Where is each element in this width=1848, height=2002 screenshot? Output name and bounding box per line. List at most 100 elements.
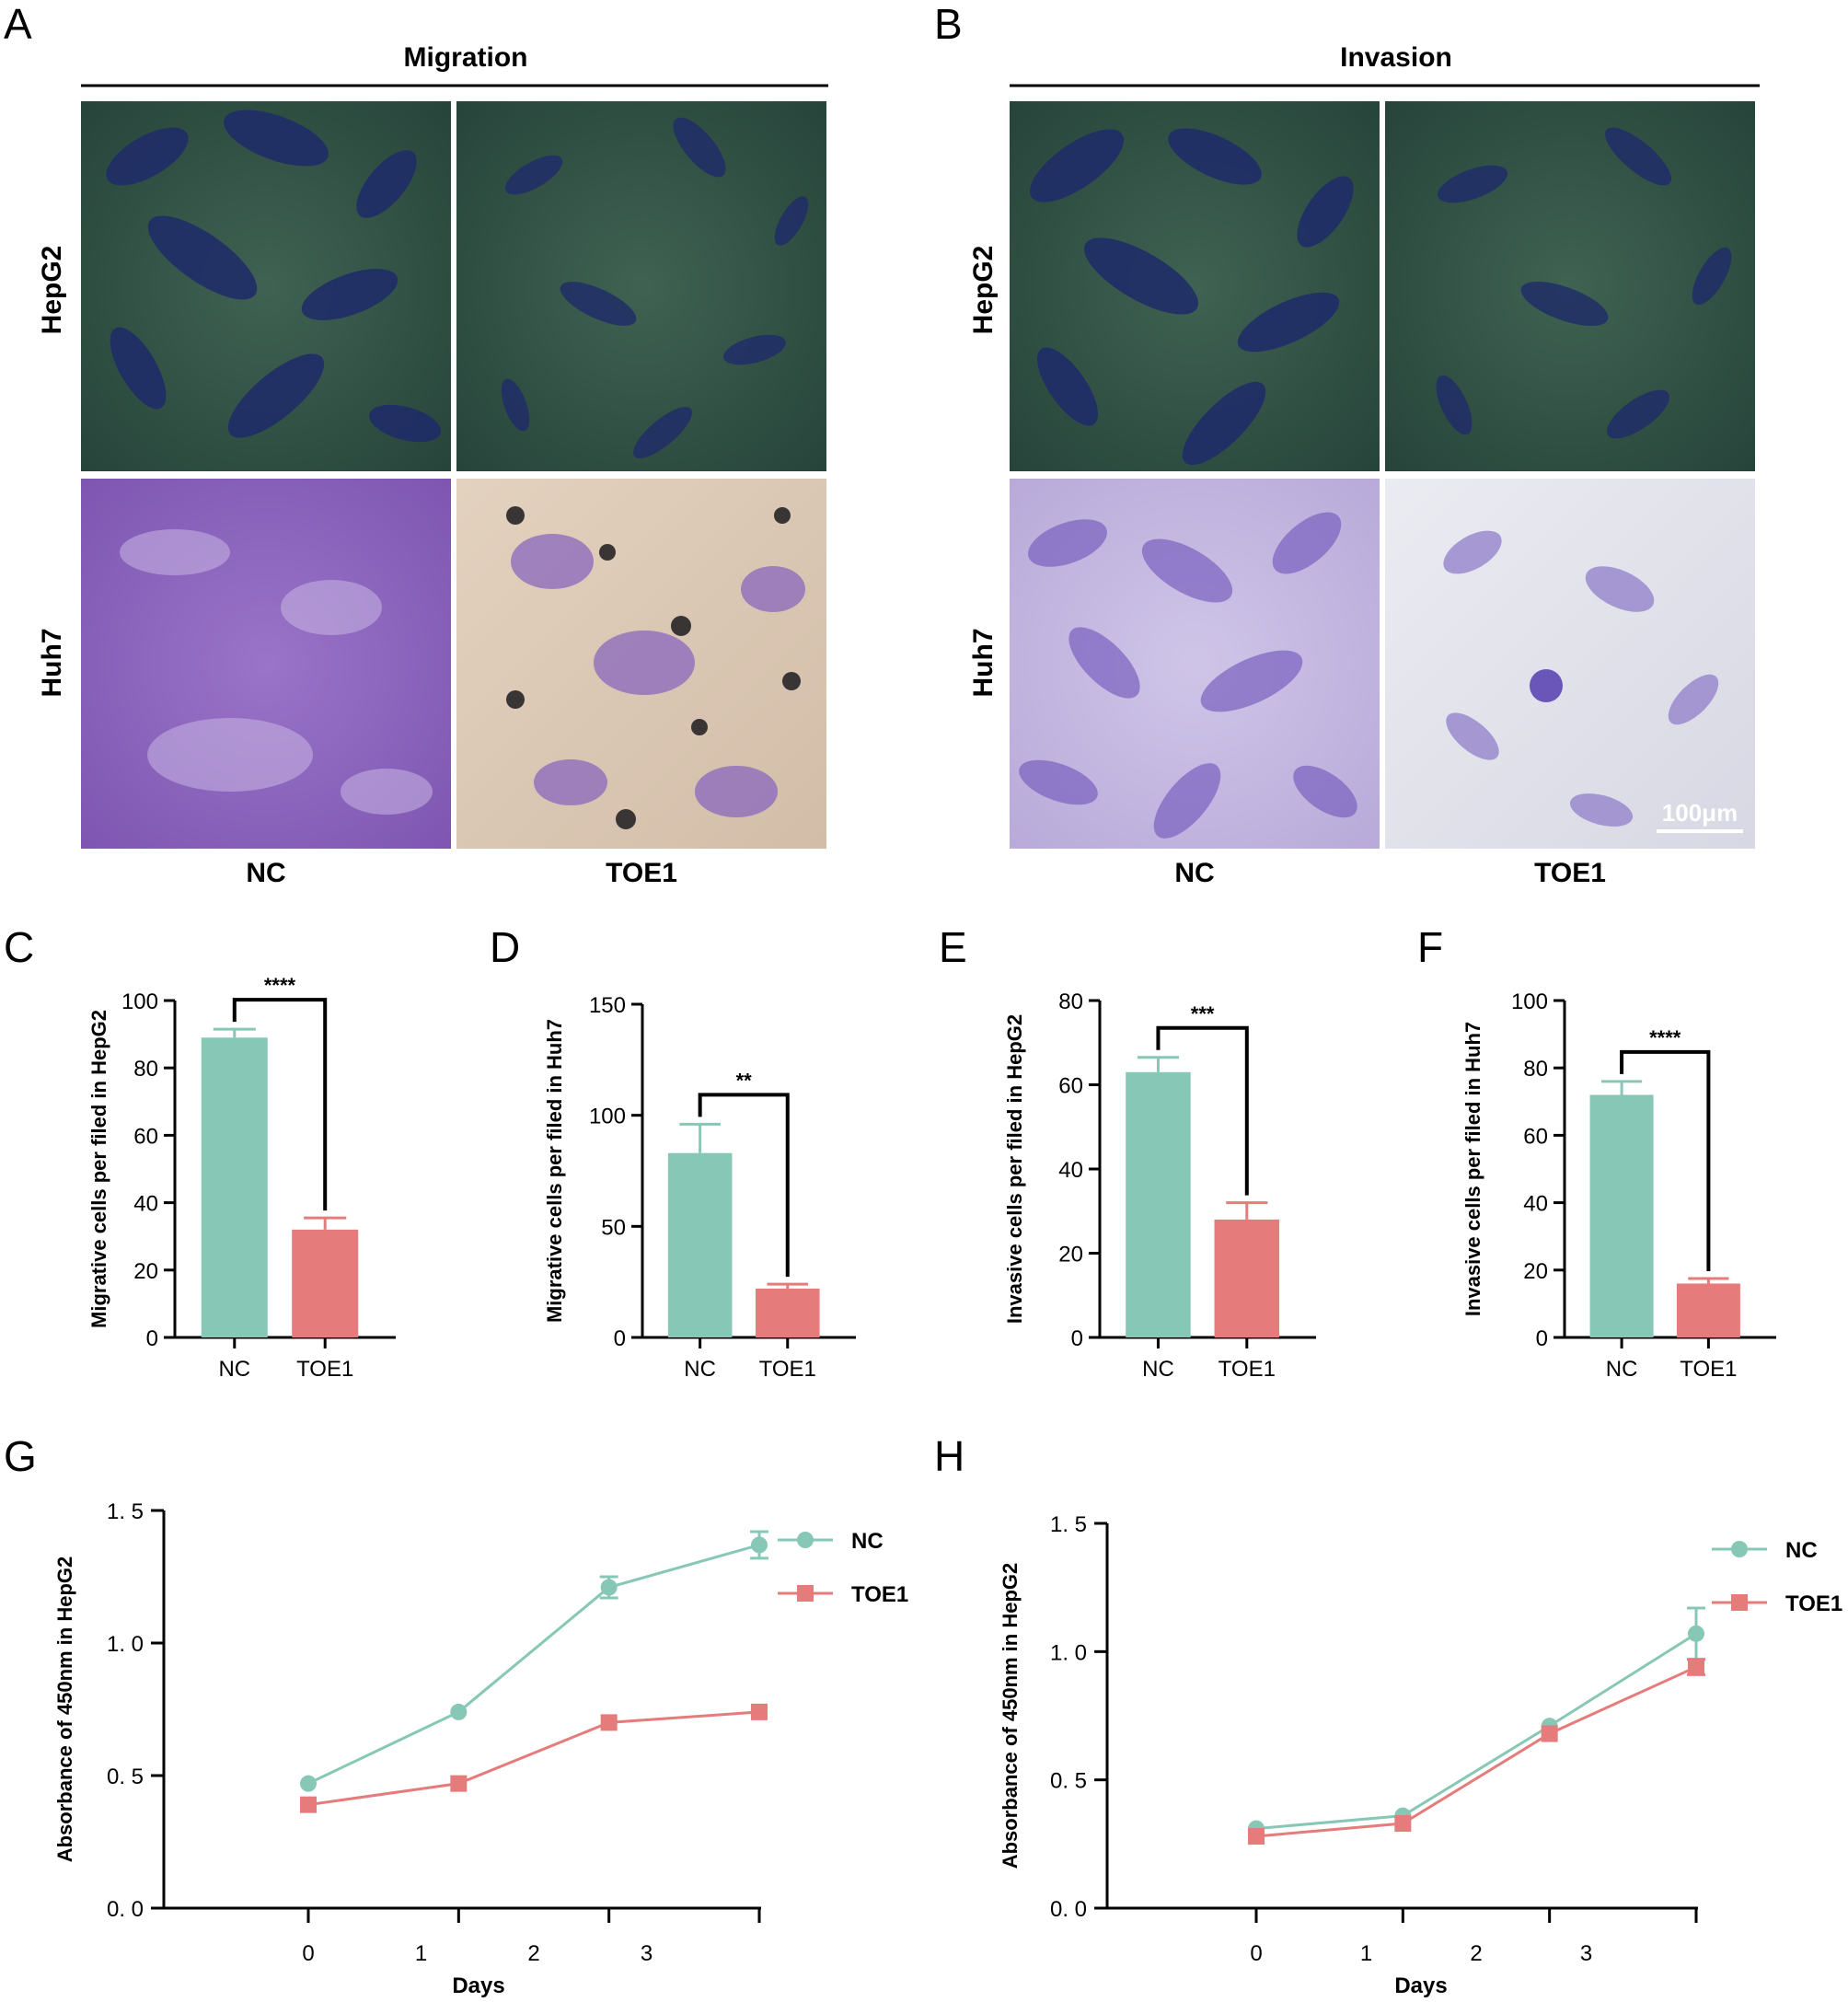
chart-e-y-label: Invasive cells per filed in HepG2 — [1003, 1014, 1026, 1324]
chart-c: 0 20 40 60 80 100 Migrative cells per filed in… — [87, 974, 396, 1382]
chart-g-line-toe1 — [307, 1710, 760, 1807]
chart-h-point-toe1 — [1688, 1659, 1704, 1676]
chart-e-significance-label: *** — [1191, 1002, 1215, 1025]
chart-g-y-tick-label: 1. 0 — [107, 1632, 144, 1657]
chart-d-significance-label: ** — [736, 1069, 753, 1092]
chart-f-y-tick-label: 20 — [1523, 1259, 1548, 1284]
chart-d: 0 50 100 150 Migrative cells per filed in Hu… — [543, 993, 856, 1382]
chart-c-y-tick-label: 20 — [133, 1259, 158, 1284]
panel-a-col-nc: NC — [246, 858, 285, 888]
chart-h-legend-marker — [1731, 1594, 1748, 1611]
chart-f: 0 20 40 60 80 100 Invasive cells per filed in … — [1461, 989, 1776, 1382]
chart-g-legend-marker — [797, 1532, 814, 1548]
chart-d-y-label: Migrative cells per filed in Huh7 — [543, 1019, 566, 1323]
chart-e-x-tick-label: TOE1 — [1219, 1357, 1276, 1382]
micrograph-a-huh7-toe1-cells — [506, 506, 805, 829]
chart-c-y-tick-label: 80 — [133, 1057, 158, 1082]
chart-h-line-nc — [1255, 1632, 1697, 1831]
micrograph-b-huh7-nc-cells — [1019, 512, 1357, 839]
chart-c-y-tick-label: 0 — [146, 1326, 158, 1351]
panel-letter-e: E — [939, 923, 967, 971]
panel-letter-b: B — [934, 0, 963, 48]
chart-h-line-toe1 — [1255, 1665, 1697, 1838]
chart-g-x-tick-label: 2 — [527, 1941, 539, 1966]
chart-c-significance-bracket — [232, 998, 328, 1211]
panel-letter-d: D — [490, 923, 520, 971]
chart-f-y-tick-label: 100 — [1511, 989, 1548, 1014]
chart-f-significance-label: **** — [1649, 1026, 1681, 1049]
chart-d-bar-nc — [667, 1152, 733, 1337]
micrograph-a-hepg2-nc-cells — [106, 110, 441, 443]
panel-b-col-nc: NC — [1174, 858, 1214, 888]
chart-h-y-label: Absorbance of 450nm in HepG2 — [999, 1563, 1022, 1869]
chart-e-y-tick-label: 20 — [1058, 1243, 1083, 1267]
chart-g: 0. 0 0. 5 1. 0 1. 5 Absorbance of 450nm in H… — [53, 1499, 908, 1998]
chart-c-y-tick-label: 100 — [121, 989, 158, 1014]
chart-h-point-nc — [1688, 1625, 1704, 1642]
panel-letter-g: G — [4, 1432, 37, 1480]
chart-e-y-tick-label: 0 — [1071, 1326, 1083, 1351]
chart-g-point-nc — [600, 1579, 618, 1596]
panel-a-row-hepg2: HepG2 — [37, 246, 67, 335]
chart-h-y-tick-label: 1. 5 — [1050, 1512, 1087, 1537]
chart-f-x-tick-label: TOE1 — [1680, 1357, 1737, 1382]
chart-d-significance-bracket — [698, 1093, 790, 1278]
chart-e-y-tick-label: 80 — [1058, 989, 1083, 1014]
chart-h-point-toe1 — [1248, 1827, 1265, 1845]
chart-h-x-tick-label: 3 — [1580, 1941, 1592, 1966]
chart-g-x-tick-label: 3 — [641, 1941, 653, 1966]
chart-g-point-nc — [450, 1703, 468, 1720]
micrograph-b-hepg2-nc-cells — [1029, 128, 1354, 466]
chart-d-x-tick-label: NC — [684, 1357, 716, 1382]
chart-f-y-tick-label: 80 — [1523, 1057, 1548, 1082]
chart-e-bar-toe1 — [1214, 1219, 1280, 1337]
chart-g-y-tick-label: 1. 5 — [107, 1499, 144, 1524]
chart-g-y-label: Absorbance of 450nm in HepG2 — [53, 1556, 76, 1863]
chart-c-significance-label: **** — [264, 974, 296, 997]
chart-g-point-toe1 — [751, 1703, 768, 1720]
chart-h-y-tick-label: 0. 5 — [1050, 1769, 1087, 1794]
chart-c-y-label: Migrative cells per filed in HepG2 — [87, 1010, 110, 1328]
chart-g-y-tick-label: 0. 5 — [107, 1765, 144, 1789]
chart-c-bar-nc — [201, 1037, 268, 1337]
chart-g-x-tick-label: 0 — [302, 1941, 314, 1966]
panel-b-row-huh7: Huh7 — [968, 629, 999, 698]
chart-d-y-tick-label: 0 — [614, 1326, 626, 1351]
chart-h-x-label: Days — [1394, 1973, 1447, 1998]
chart-g-legend-marker — [797, 1585, 814, 1602]
chart-h-y-tick-label: 1. 0 — [1050, 1640, 1087, 1665]
chart-e-significance-bracket — [1156, 1025, 1249, 1196]
chart-h-legend-label: TOE1 — [1785, 1591, 1842, 1616]
chart-c-y-tick-label: 60 — [133, 1124, 158, 1149]
chart-g-point-toe1 — [300, 1796, 317, 1813]
chart-e-x-tick-label: NC — [1142, 1357, 1174, 1382]
chart-g-point-toe1 — [600, 1714, 618, 1731]
chart-c-x-tick-label: NC — [218, 1357, 250, 1382]
panel-a-col-toe1: TOE1 — [606, 858, 677, 888]
chart-g-point-nc — [300, 1775, 317, 1792]
chart-f-significance-bracket — [1620, 1049, 1711, 1271]
chart-h-point-toe1 — [1394, 1815, 1412, 1833]
chart-g-y-tick-label: 0. 0 — [107, 1897, 144, 1922]
chart-h: 0. 0 0. 5 1. 0 1. 5 Absorbance of 450nm in H… — [999, 1512, 1842, 1998]
chart-e-y-tick-label: 60 — [1058, 1074, 1083, 1099]
chart-d-y-tick-label: 50 — [601, 1215, 626, 1240]
chart-h-point-toe1 — [1541, 1725, 1558, 1742]
chart-h-x-tick-label: 0 — [1250, 1941, 1262, 1966]
chart-d-y-tick-label: 150 — [589, 993, 626, 1018]
chart-g-point-nc — [751, 1536, 768, 1554]
chart-g-point-toe1 — [450, 1775, 468, 1792]
panel-a-title: Migration — [404, 42, 528, 73]
chart-g-line-nc — [307, 1543, 760, 1785]
micrograph-b-huh7-toe1 — [1385, 479, 1755, 849]
micrograph-a-huh7-nc-texture — [120, 529, 433, 815]
chart-h-y-tick-label: 0. 0 — [1050, 1897, 1087, 1922]
panel-b-title: Invasion — [1340, 42, 1452, 73]
scale-bar-label: 100μm — [1662, 799, 1738, 827]
chart-h-x-tick-label: 1 — [1360, 1941, 1372, 1966]
chart-e-y-tick-label: 40 — [1058, 1158, 1083, 1183]
chart-d-x-tick-label: TOE1 — [759, 1357, 816, 1382]
chart-g-legend-label: TOE1 — [851, 1582, 908, 1607]
chart-f-y-tick-label: 0 — [1536, 1326, 1548, 1351]
